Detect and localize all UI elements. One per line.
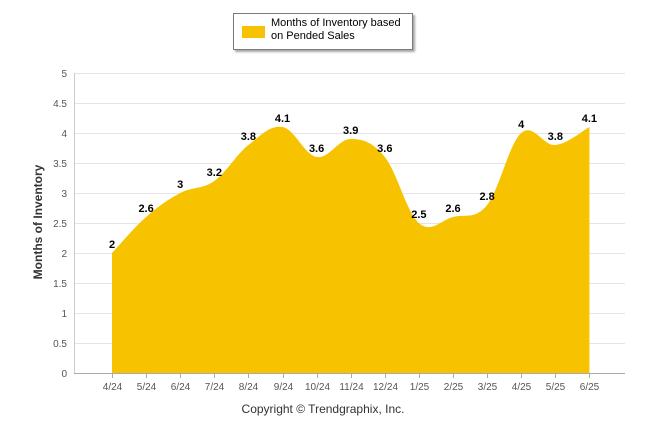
y-axis-title: Months of Inventory: [31, 164, 45, 280]
y-tick-label: 3.5: [53, 159, 67, 170]
x-tick-label: 9/24: [274, 382, 294, 393]
x-tick-label: 4/24: [103, 382, 123, 393]
series-area-fill: [112, 126, 590, 373]
x-tick-label: 4/25: [512, 382, 532, 393]
data-label: 2.6: [445, 203, 460, 215]
y-tick-label: 2: [61, 249, 67, 260]
data-label: 3.6: [309, 143, 324, 155]
data-label: 3.6: [377, 143, 392, 155]
data-label: 2.6: [138, 203, 153, 215]
data-label: 3: [177, 179, 183, 191]
y-tick-label: 3: [61, 189, 67, 200]
x-tick-label: 7/24: [205, 382, 225, 393]
x-tick-label: 3/25: [478, 382, 498, 393]
x-tick-label: 12/24: [373, 382, 398, 393]
data-labels: 2 2.6 3 3.2 3.8 4.1 3.6 3.9 3.6 2.5 2.6 2.8 4 3.8 4.1: [109, 113, 597, 251]
data-label: 4: [518, 119, 525, 131]
y-tick-label: 1.5: [53, 279, 67, 290]
data-label: 3.8: [548, 131, 563, 143]
x-tick-label: 5/24: [137, 382, 157, 393]
legend: Months of Inventory based on Pended Sale…: [233, 13, 413, 50]
axes: 0 0.5 1 1.5 2 2.5 3 3.5 4 4.5 5 4/24 5/24 6/24 7/24 8/2…: [53, 69, 625, 393]
x-tick-label: 10/24: [305, 382, 330, 393]
data-label: 3.8: [241, 131, 256, 143]
data-label: 4.1: [582, 113, 597, 125]
data-label: 4.1: [275, 113, 290, 125]
data-label: 2.5: [411, 209, 426, 221]
copyright-text: Copyright © Trendgraphix, Inc.: [241, 402, 405, 416]
y-tick-label: 0: [61, 369, 67, 380]
legend-swatch: [242, 26, 265, 38]
x-tick-label: 11/24: [339, 382, 364, 393]
data-label: 3.9: [343, 125, 358, 137]
y-tick-label: 4.5: [53, 99, 67, 110]
legend-label: Months of Inventory based on Pended Sale…: [271, 17, 401, 42]
x-tick-label: 5/25: [546, 382, 566, 393]
data-label: 2.8: [479, 191, 494, 203]
x-tick-label: 6/24: [171, 382, 191, 393]
y-tick-label: 0.5: [53, 339, 67, 350]
x-tick-label: 8/24: [239, 382, 259, 393]
x-tick-label: 1/25: [410, 382, 430, 393]
y-tick-label: 2.5: [53, 219, 67, 230]
series-area: [112, 126, 590, 373]
x-tick-label: 2/25: [444, 382, 464, 393]
data-label: 2: [109, 239, 115, 251]
data-label: 3.2: [207, 167, 222, 179]
x-tick-label: 6/25: [580, 382, 600, 393]
y-tick-label: 5: [61, 69, 67, 80]
y-tick-label: 1: [61, 309, 67, 320]
y-tick-label: 4: [61, 129, 67, 140]
